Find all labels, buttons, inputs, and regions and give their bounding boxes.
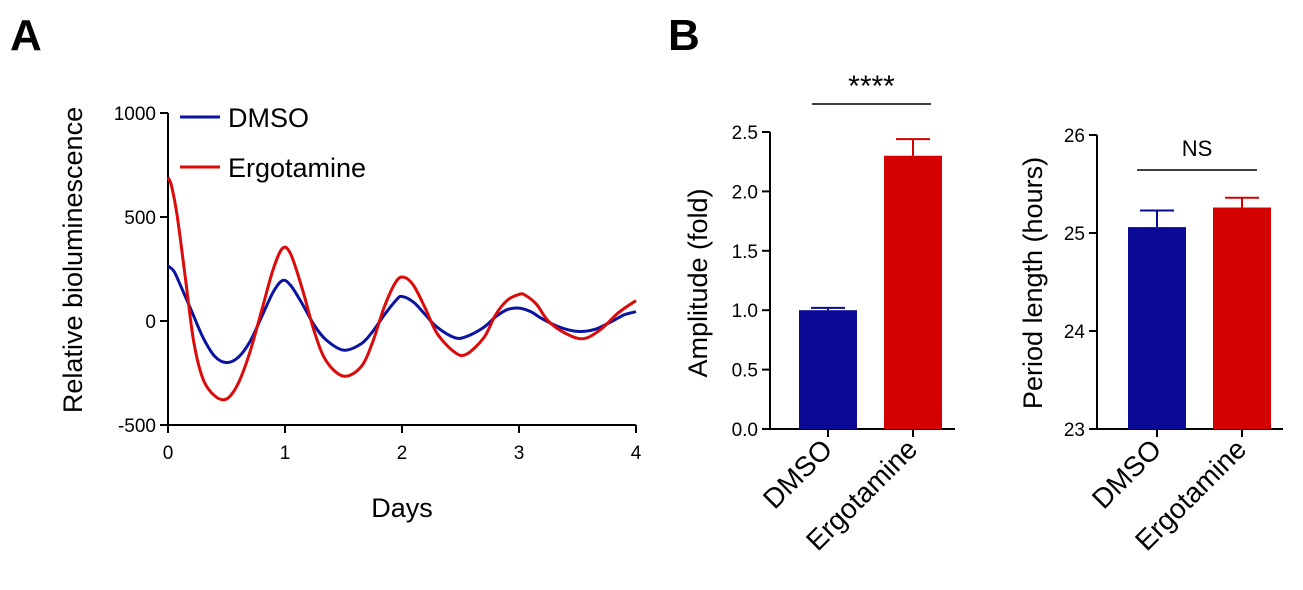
bar-ergotamine: [884, 155, 942, 429]
x-tick-label: 3: [514, 443, 525, 464]
period-bar-chart: Period length (hours) 23242526DMSOErgota…: [1018, 126, 1283, 556]
amplitude-bar-chart: Amplitude (fold) 0.00.51.01.52.02.5DMSOE…: [683, 70, 955, 556]
bar-dmso: [1128, 227, 1186, 429]
category-label-dmso: DMSO: [1086, 433, 1167, 514]
y-tick-label: 24: [1064, 322, 1086, 343]
y-tick-label: 1.5: [732, 242, 758, 263]
category-label-dmso: DMSO: [757, 433, 838, 514]
x-tick-label: 0: [163, 443, 174, 464]
y-tick-label: -500: [118, 416, 156, 437]
significance-label: NS: [1182, 136, 1213, 161]
series-line-dmso: [167, 264, 637, 365]
series-line-ergotamine: [166, 176, 637, 402]
panel-label-b: B: [668, 11, 700, 60]
line-chart-series: [166, 176, 637, 402]
line-chart-legend: DMSO Ergotamine: [180, 103, 366, 183]
x-tick-label: 2: [397, 443, 408, 464]
panel-label-a: A: [10, 11, 42, 60]
legend-label-dmso: DMSO: [228, 103, 309, 133]
line-chart-y-label: Relative bioluminescence: [58, 107, 88, 413]
y-tick-label: 23: [1064, 420, 1085, 441]
line-chart-x-ticks: 0 1 2 3 4: [163, 425, 642, 464]
x-tick-label: 4: [631, 443, 642, 464]
bar-ergotamine: [1213, 207, 1271, 429]
y-tick-label: 1000: [114, 104, 156, 125]
period-y-label: Period length (hours): [1018, 157, 1048, 409]
y-tick-label: 0: [145, 312, 156, 333]
y-tick-label: 26: [1064, 126, 1085, 147]
line-chart-x-label: Days: [371, 493, 433, 523]
line-chart: -500 0 500 1000 0 1 2 3 4 DMSO Ergotamine Days R…: [58, 103, 642, 523]
significance-label: ****: [848, 70, 895, 103]
bar-dmso: [799, 310, 857, 429]
amplitude-y-label: Amplitude (fold): [683, 188, 713, 377]
y-tick-label: 25: [1064, 224, 1085, 245]
x-tick-label: 1: [280, 443, 291, 464]
y-tick-label: 2.0: [732, 182, 758, 203]
line-chart-y-ticks: -500 0 500 1000: [114, 104, 168, 437]
y-tick-label: 2.5: [732, 123, 758, 144]
legend-label-ergotamine: Ergotamine: [228, 153, 366, 183]
y-tick-label: 500: [124, 208, 156, 229]
y-tick-label: 1.0: [732, 301, 758, 322]
y-tick-label: 0.5: [732, 361, 758, 382]
y-tick-label: 0.0: [732, 420, 758, 441]
